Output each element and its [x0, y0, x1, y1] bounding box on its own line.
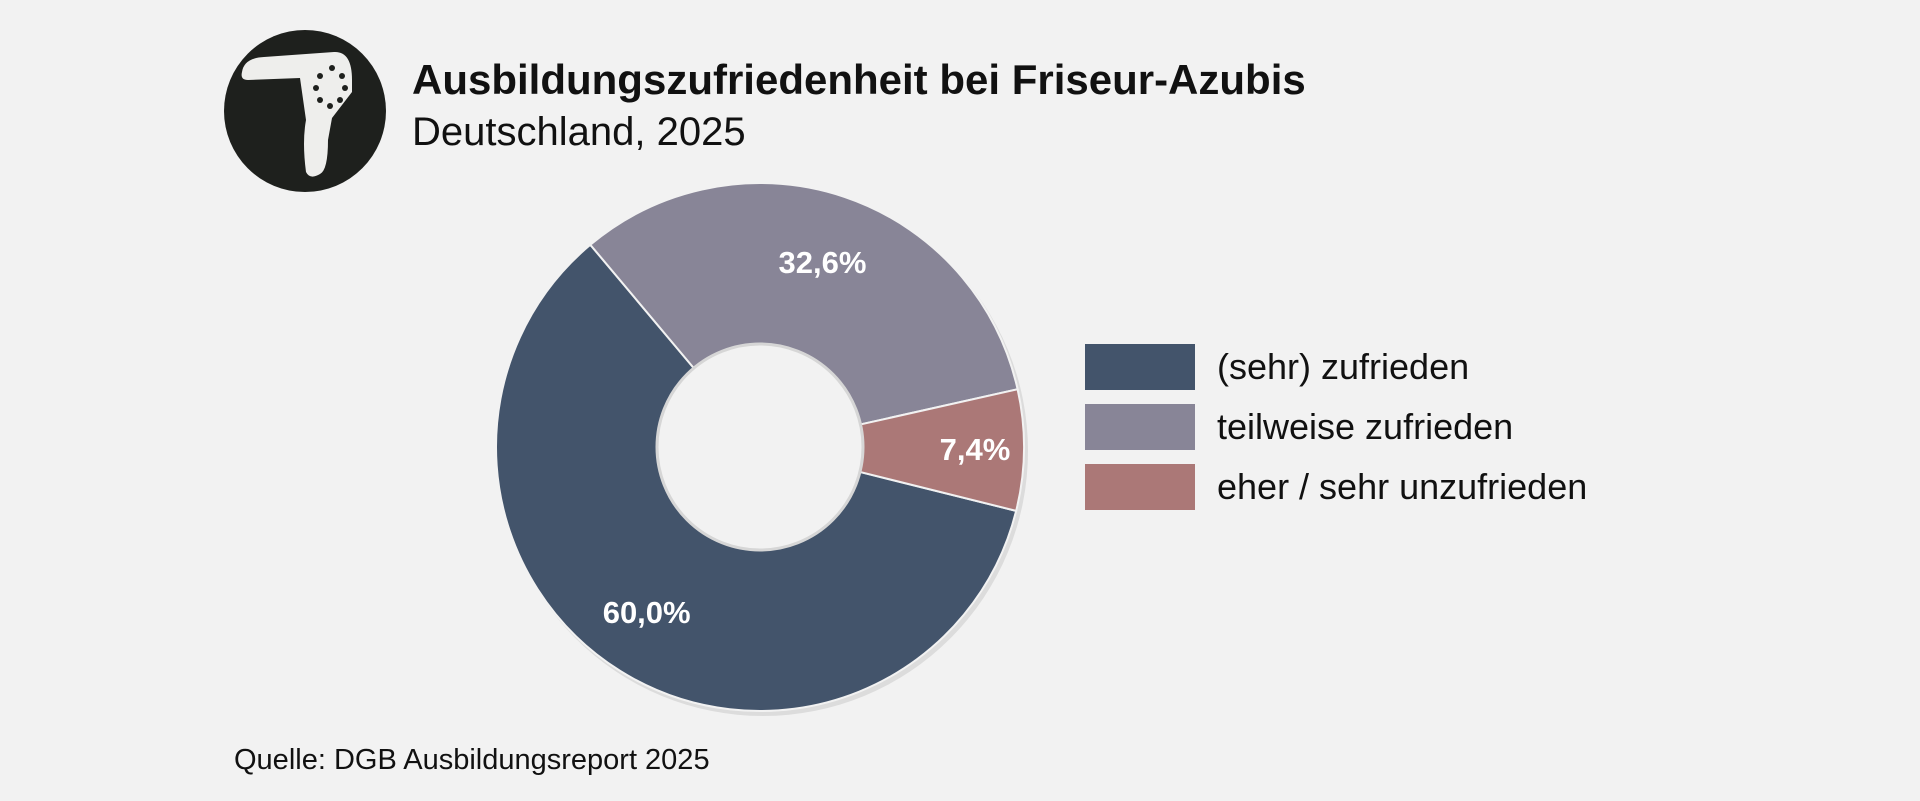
slice-label-teilweise: 32,6%	[779, 245, 867, 280]
legend-item-teilweise: teilweise zufrieden	[1085, 404, 1587, 450]
legend-item-unzufrieden: eher / sehr unzufrieden	[1085, 464, 1587, 510]
legend-label-unzufrieden: eher / sehr unzufrieden	[1217, 466, 1588, 507]
legend-label-zufrieden: (sehr) zufrieden	[1217, 346, 1470, 387]
legend-swatch-unzufrieden	[1085, 464, 1195, 510]
donut-hole	[655, 342, 865, 552]
legend: (sehr) zufrieden teilweise zufrieden ehe…	[1085, 344, 1587, 524]
source-note: Quelle: DGB Ausbildungsreport 2025	[234, 744, 710, 776]
slice-label-unzufrieden: 7,4%	[940, 432, 1011, 467]
chart-title: Ausbildungszufriedenheit bei Friseur-Azu…	[412, 56, 1306, 103]
legend-label-teilweise: teilweise zufrieden	[1217, 406, 1514, 447]
slice-label-zufrieden: 60,0%	[603, 595, 691, 630]
legend-item-zufrieden: (sehr) zufrieden	[1085, 344, 1587, 390]
legend-swatch-zufrieden	[1085, 344, 1195, 390]
legend-swatch-teilweise	[1085, 404, 1195, 450]
chart-subtitle: Deutschland, 2025	[412, 110, 746, 154]
hair-dryer-icon	[224, 30, 386, 192]
